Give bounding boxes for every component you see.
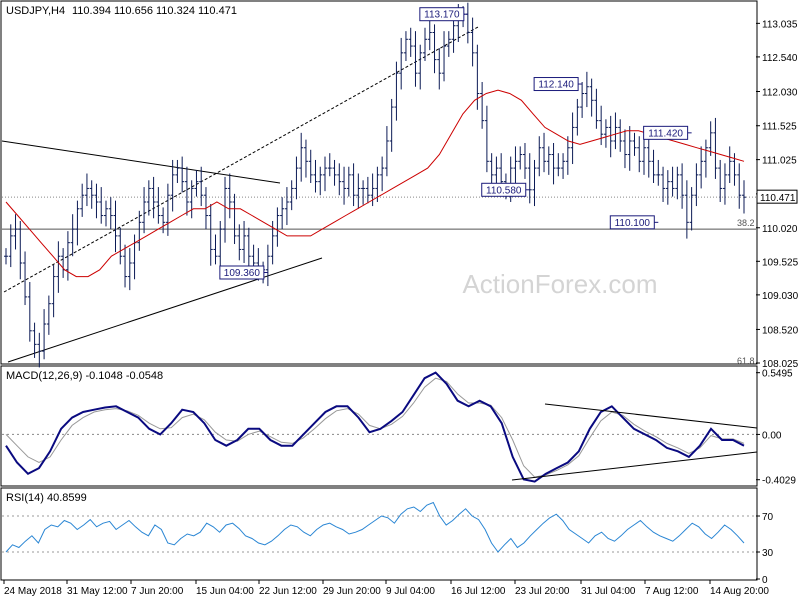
channel-dashed-trendline <box>3 26 479 293</box>
rsi-ytick-label-3: 0 <box>762 575 768 586</box>
price-ytick-label-8: 109.030 <box>762 291 799 302</box>
price-layer: 38.2 61.8 113.170 112.140 110.580 111.420 110.… <box>1 2 756 368</box>
rsi-header: RSI(14) 40.8599 <box>6 492 87 504</box>
xtick-label-6: 9 Jul 04:00 <box>386 586 435 597</box>
fib-382-label: 38.2 <box>737 218 755 228</box>
macd-lower-trendline <box>511 451 758 481</box>
current-price-label: 110.471 <box>760 193 796 204</box>
current-price-tag <box>756 189 798 204</box>
price-ytick-label-3: 111.525 <box>762 122 797 133</box>
axis-layer: 113.035 112.540 112.030 111.525 111.025 110.5… <box>3 19 799 597</box>
moving-average-line <box>5 89 745 278</box>
macd-upper-trendline <box>544 403 758 429</box>
macd-ytick-label-1: 0.00 <box>762 430 782 441</box>
xtick-label-3: 15 Jun 04:00 <box>196 586 254 597</box>
rsi-ytick-label-1: 70 <box>762 512 774 523</box>
xtick-label-1: 31 May 12:00 <box>67 586 128 597</box>
annotation-label-5: 109.360 <box>224 268 261 279</box>
price-ytick-label-10: 108.025 <box>762 359 799 370</box>
fib-618-label: 61.8 <box>737 356 755 366</box>
chart-ohlc: 110.394 110.656 110.324 110.471 <box>72 5 237 17</box>
price-ytick-label-9: 108.520 <box>762 325 799 336</box>
rsi-line <box>5 501 745 553</box>
annotation-label-3: 111.420 <box>648 128 683 139</box>
watermark: ActionForex.com <box>462 269 657 299</box>
macd-layer <box>2 371 758 483</box>
annotation-label-0: 113.170 <box>424 10 460 21</box>
annotation-label-4: 110.100 <box>615 218 651 229</box>
upper-wedge-trendline <box>1 140 281 184</box>
xtick-label-8: 23 Jul 20:00 <box>515 586 570 597</box>
xtick-label-10: 7 Aug 12:00 <box>645 586 699 597</box>
chart-symbol: USDJPY,H4 <box>6 5 65 17</box>
price-ytick-label-0: 113.035 <box>762 19 798 30</box>
rsi-panel-frame <box>0 487 758 581</box>
xtick-label-11: 14 Aug 20:00 <box>710 586 769 597</box>
price-panel-frame <box>0 0 758 365</box>
lower-wedge-trendline <box>7 257 323 363</box>
macd-ytick-label-0: 0.5495 <box>762 369 793 380</box>
macd-panel-frame <box>0 365 758 487</box>
price-ytick-label-2: 112.030 <box>762 87 798 98</box>
price-ytick-label-7: 109.525 <box>762 257 799 268</box>
macd-line <box>5 371 745 483</box>
annotation-label-1: 112.140 <box>538 80 574 91</box>
annotation-label-2: 110.580 <box>486 185 522 196</box>
xtick-label-5: 29 Jun 20:00 <box>323 586 381 597</box>
xtick-label-9: 31 Jul 04:00 <box>581 586 636 597</box>
xtick-label-7: 16 Jul 12:00 <box>451 586 506 597</box>
price-ytick-label-4: 111.025 <box>762 156 797 167</box>
price-ytick-label-1: 112.540 <box>762 53 798 64</box>
xtick-label-4: 22 Jun 12:00 <box>259 586 317 597</box>
macd-header: MACD(12,26,9) -0.1048 -0.0548 <box>6 370 163 382</box>
rsi-ytick-label-2: 30 <box>762 548 774 559</box>
xtick-label-0: 24 May 2018 <box>4 586 62 597</box>
rsi-layer <box>2 501 756 553</box>
macd-ytick-label-2: -0.4029 <box>762 476 796 487</box>
price-ytick-label-6: 110.020 <box>762 224 798 235</box>
xtick-label-2: 7 Jun 20:00 <box>131 586 184 597</box>
